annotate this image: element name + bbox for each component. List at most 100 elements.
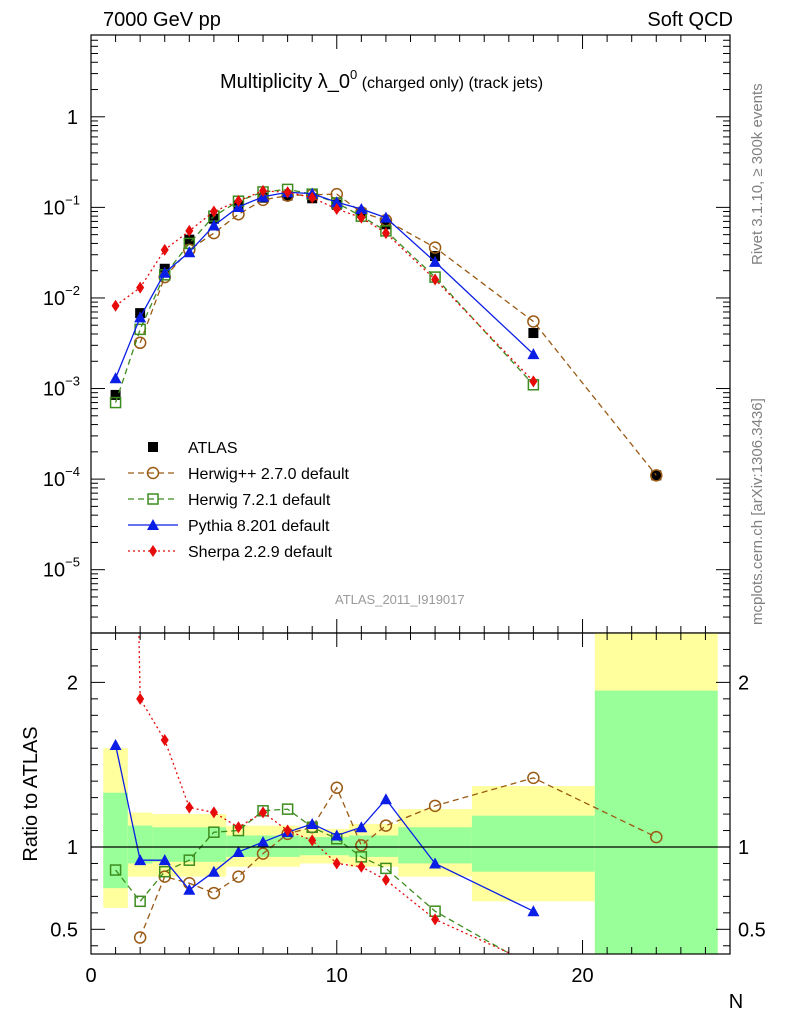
point-sherpa-2-2-9-default — [431, 273, 440, 286]
point-sherpa-2-2-9-default — [529, 375, 538, 388]
point-sherpa-2-2-9-default — [234, 194, 243, 207]
ratio-y-tick-label-right: 0.5 — [738, 919, 766, 941]
legend-label-sherpa-2-2-9-default: Sherpa 2.2.9 default — [188, 544, 333, 561]
uncertainty-band-green — [471, 815, 595, 872]
ratio-point-pythia-8-201-default — [527, 905, 540, 917]
side-label-rivet: Rivet 3.1.10, ≥ 300k events — [749, 83, 766, 265]
legend-marker-herwig-7-2-1-default — [147, 493, 159, 505]
ratio-point-sherpa-2-2-9-default — [185, 801, 194, 814]
ratio-point-herwig-2-7-0-default — [133, 931, 147, 944]
point-pythia-8-201-default — [207, 219, 220, 231]
ratio-bands — [103, 633, 718, 954]
y-tick-label-base: 10 — [43, 288, 65, 310]
point-pythia-8-201-default — [429, 255, 442, 267]
ratio-point-herwig-2-7-0-default — [355, 839, 368, 852]
ratio-series-herwig-2-7-0-default — [133, 771, 663, 944]
ratio-series-pythia-8-201-default — [109, 738, 540, 917]
uncertainty-band-green — [103, 792, 128, 889]
ratio-point-pythia-8-201-default — [330, 829, 343, 841]
ratio-line-sherpa-2-2-9-default — [138, 633, 514, 954]
ratio-point-sherpa-2-2-9-default — [308, 834, 317, 847]
y-tick-label-base: 10 — [43, 197, 65, 219]
ratio-point-herwig-2-7-0-default — [232, 870, 245, 883]
point-pythia-8-201-default — [183, 246, 196, 258]
side-label-mcplots: mcplots.cern.ch [arXiv:1306.3436] — [749, 398, 766, 625]
ratio-panel: 0.5 0.51 12 20 10 20 Ratio to ATLAS N — [20, 632, 766, 1013]
upper-series-layer — [109, 183, 663, 482]
point-sherpa-2-2-9-default — [283, 186, 292, 199]
ratio-point-sherpa-2-2-9-default — [160, 734, 169, 746]
ratio-point-herwig-7-2-1-default — [183, 854, 196, 866]
series-line-sherpa-2-2-9-default — [115, 190, 534, 382]
y-tick-label-exp: −1 — [65, 192, 80, 207]
y-tick-label: 10−1 — [43, 192, 80, 219]
ratio-y-tick-label: 1 — [67, 837, 78, 859]
ratio-series-layer — [109, 633, 663, 970]
point-pythia-8-201-default — [355, 202, 368, 214]
point-pythia-8-201-default — [109, 372, 122, 384]
ratio-point-sherpa-2-2-9-default — [529, 958, 537, 970]
legend-marker-pythia-8-201-default — [147, 519, 159, 530]
point-atlas — [380, 219, 391, 230]
chart-title-main: Multiplicity λ_0 — [220, 71, 350, 93]
ratio-point-pythia-8-201-default — [429, 857, 442, 869]
ratio-point-pythia-8-201-default — [183, 883, 196, 895]
series-line-pythia-8-201-default — [114, 191, 534, 379]
legend-label-pythia-8-201-default: Pythia 8.201 default — [188, 518, 330, 535]
ratio-point-pythia-8-201-default — [257, 836, 270, 848]
analysis-watermark: ATLAS_2011_I919017 — [335, 592, 465, 607]
point-sherpa-2-2-9-default — [381, 227, 390, 240]
y-tick-label: 10−3 — [43, 374, 80, 401]
ratio-axes: 0.5 0.51 12 20 10 20 — [50, 632, 766, 987]
ratio-y-tick-label-right: 2 — [738, 672, 749, 694]
point-sherpa-2-2-9-default — [308, 191, 317, 204]
x-tick-label: 10 — [326, 965, 348, 987]
ratio-point-herwig-7-2-1-default — [281, 803, 294, 815]
ratio-point-sherpa-2-2-9-default — [332, 857, 341, 870]
point-atlas — [528, 328, 539, 339]
x-tick-label: 20 — [571, 965, 593, 987]
x-axis-label: N — [729, 991, 743, 1013]
point-herwig-2-7-0-default — [428, 241, 442, 254]
legend-label-atlas: ATLAS — [188, 440, 238, 457]
legend-marker-atlas — [148, 442, 158, 452]
ratio-point-sherpa-2-2-9-default — [209, 806, 218, 819]
chart-title-sup: 0 — [350, 67, 357, 82]
ratio-point-sherpa-2-2-9-default — [431, 913, 440, 926]
y-tick-label-base: 10 — [43, 469, 65, 491]
point-sherpa-2-2-9-default — [185, 224, 194, 237]
ratio-series-sherpa-2-2-9-default — [136, 633, 537, 970]
point-pythia-8-201-default — [379, 211, 392, 223]
series-herwig-7-2-1-default — [109, 183, 540, 409]
series-sherpa-2-2-9-default — [111, 184, 538, 388]
point-atlas — [208, 213, 219, 224]
y-tick-label: 10−4 — [43, 464, 80, 491]
ratio-point-herwig-7-2-1-default — [134, 895, 146, 908]
point-pythia-8-201-default — [330, 196, 343, 208]
header-left: 7000 GeV pp — [103, 9, 221, 31]
y-tick-label-exp: −5 — [65, 555, 80, 570]
point-sherpa-2-2-9-default — [136, 281, 145, 294]
ratio-point-sherpa-2-2-9-default — [234, 821, 243, 834]
ratio-point-herwig-2-7-0-default — [207, 886, 221, 900]
point-sherpa-2-2-9-default — [209, 205, 218, 218]
point-herwig-2-7-0-default — [650, 469, 663, 482]
y-tick-label: 1 — [67, 107, 78, 129]
upper-frame — [90, 34, 731, 634]
y-tick-label-base: 10 — [43, 379, 65, 401]
uncertainty-band-green — [398, 827, 472, 864]
y-tick-label: 10−5 — [43, 555, 80, 582]
y-tick-label: 10−2 — [43, 283, 80, 310]
point-sherpa-2-2-9-default — [357, 211, 366, 224]
point-pythia-8-201-default — [527, 348, 540, 360]
ratio-point-herwig-2-7-0-default — [256, 847, 270, 860]
ratio-point-herwig-2-7-0-default — [379, 819, 393, 832]
point-sherpa-2-2-9-default — [259, 184, 268, 197]
point-sherpa-2-2-9-default — [332, 202, 341, 215]
ratio-y-tick-label: 0.5 — [50, 919, 78, 941]
point-sherpa-2-2-9-default — [160, 243, 169, 256]
header-right: Soft QCD — [647, 9, 733, 31]
ratio-point-pythia-8-201-default — [158, 854, 171, 866]
y-tick-label-exp: −3 — [65, 374, 80, 389]
